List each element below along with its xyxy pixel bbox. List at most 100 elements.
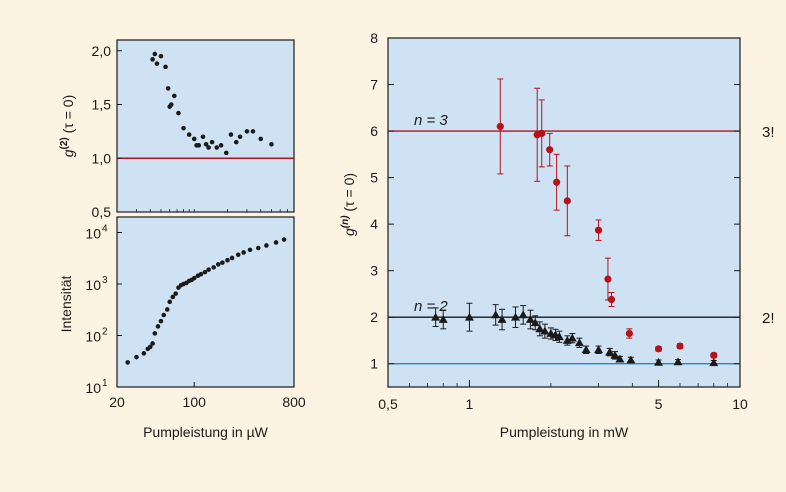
x-tick-label: 800: [282, 394, 306, 410]
factorial-label: 2!: [762, 310, 775, 327]
y-tick-label: 1,0: [92, 150, 112, 166]
data-point-g2: [181, 125, 186, 131]
y-tick-label: 5: [370, 170, 378, 186]
y-tick-exponent: 2: [102, 327, 108, 338]
data-point-intensity: [158, 318, 164, 324]
data-point-g2: [209, 139, 215, 145]
y-tick-label: 6: [370, 123, 378, 139]
data-point-intensity: [211, 265, 216, 270]
data-point-intensity: [155, 324, 161, 329]
y-tick-label: 10: [85, 329, 101, 345]
y-axis-label-g2: g(2) (τ = 0): [59, 95, 76, 158]
data-point-g2: [154, 61, 160, 66]
data-point-g2: [168, 102, 174, 107]
y-tick-label: 1: [370, 356, 378, 372]
data-point-g2: [191, 136, 197, 142]
data-point-intensity: [164, 307, 170, 312]
data-point-g2: [163, 64, 168, 70]
y-tick-exponent: 4: [102, 224, 108, 235]
data-point-n2: [491, 310, 501, 319]
reference-annotation: n = 2: [414, 298, 448, 315]
data-point-n2: [554, 332, 564, 341]
plot-area-intensity: [116, 216, 295, 388]
data-point-n2: [605, 347, 615, 356]
data-point-n3: [538, 129, 546, 137]
data-point-intensity: [134, 354, 139, 360]
data-point-intensity: [191, 275, 197, 281]
data-point-n3: [553, 178, 561, 186]
data-point-intensity: [152, 331, 158, 336]
data-point-n2: [511, 312, 521, 321]
data-point-g2: [158, 53, 164, 59]
factorial-label: 3!: [762, 124, 775, 141]
data-point-n2: [431, 312, 441, 321]
data-point-intensity: [125, 360, 131, 365]
data-point-n3: [625, 329, 633, 338]
data-point-intensity: [202, 269, 208, 275]
data-point-n3: [654, 345, 663, 353]
data-point-n3: [594, 226, 603, 234]
data-point-g2: [258, 136, 264, 142]
data-point-n2: [626, 355, 636, 364]
data-point-g2: [196, 143, 202, 148]
data-point-n2: [518, 310, 528, 319]
data-point-n2: [438, 315, 448, 323]
y-tick-label: 8: [370, 30, 378, 46]
data-point-n2: [574, 338, 584, 347]
data-point-g2: [176, 110, 181, 116]
y-tick-label: 10: [85, 277, 101, 293]
data-point-g2: [250, 129, 256, 134]
data-point-g2: [228, 132, 234, 137]
y-tick-label: 4: [370, 216, 378, 232]
data-point-n2: [535, 324, 545, 333]
x-tick-label: 100: [183, 394, 207, 410]
panel-g2: 0,5 1,0 1,5 2,0 g(2) (τ = 0): [59, 39, 295, 220]
y-label-rest: (τ = 0): [341, 173, 357, 216]
x-axis-label-uw: Pumpleistung in µW: [143, 424, 269, 440]
data-point-n2: [615, 354, 625, 363]
data-point-g2: [200, 134, 206, 140]
data-point-intensity: [281, 237, 287, 242]
y-tick-label: 10: [85, 380, 101, 396]
data-point-intensity: [264, 243, 269, 248]
data-point-n3: [710, 351, 718, 359]
data-point-intensity: [198, 271, 204, 277]
data-point-intensity: [255, 245, 261, 251]
data-point-n2: [567, 333, 577, 342]
data-point-g2: [214, 145, 220, 150]
data-point-intensity: [229, 255, 235, 261]
x-tick-label: 5: [655, 396, 663, 412]
data-point-g2: [218, 143, 224, 148]
panel-gn: 1 2 3 4 5 6 7 8 0,5 1 5 10 n = 3 3! n = 2 2! g(n) (τ …: [340, 30, 775, 440]
y-axis-label-gn: g(n) (τ = 0): [340, 173, 357, 236]
x-tick-label: 1: [466, 396, 474, 412]
data-point-g2: [269, 141, 274, 147]
data-point-g2: [152, 51, 158, 57]
y-label-rest: (τ = 0): [60, 95, 76, 138]
data-point-n3: [496, 122, 504, 131]
y-tick-exponent: 3: [102, 275, 108, 286]
y-tick-label: 0,5: [92, 204, 112, 220]
data-point-g2: [171, 93, 177, 99]
y-label-g: g: [60, 149, 76, 157]
y-tick-label: 2,0: [92, 43, 112, 59]
y-label-g: g: [341, 228, 357, 236]
data-point-g2: [223, 150, 229, 156]
data-point-g2: [237, 134, 243, 140]
y-tick-label: 2: [370, 309, 378, 325]
y-tick-label: 7: [370, 77, 378, 93]
data-point-n3: [563, 197, 571, 205]
x-tick-label: 0,5: [378, 396, 398, 412]
data-point-intensity: [235, 252, 241, 258]
data-point-n2: [581, 345, 591, 354]
data-point-intensity: [247, 247, 253, 253]
data-point-intensity: [241, 250, 246, 255]
data-point-n2: [525, 315, 535, 323]
data-point-n2: [654, 357, 664, 366]
data-point-intensity: [147, 344, 153, 350]
y-axis-label-intensity: Intensität: [58, 275, 74, 332]
data-point-n3: [676, 342, 684, 350]
data-point-g2: [203, 141, 209, 147]
data-point-g2: [150, 57, 155, 62]
